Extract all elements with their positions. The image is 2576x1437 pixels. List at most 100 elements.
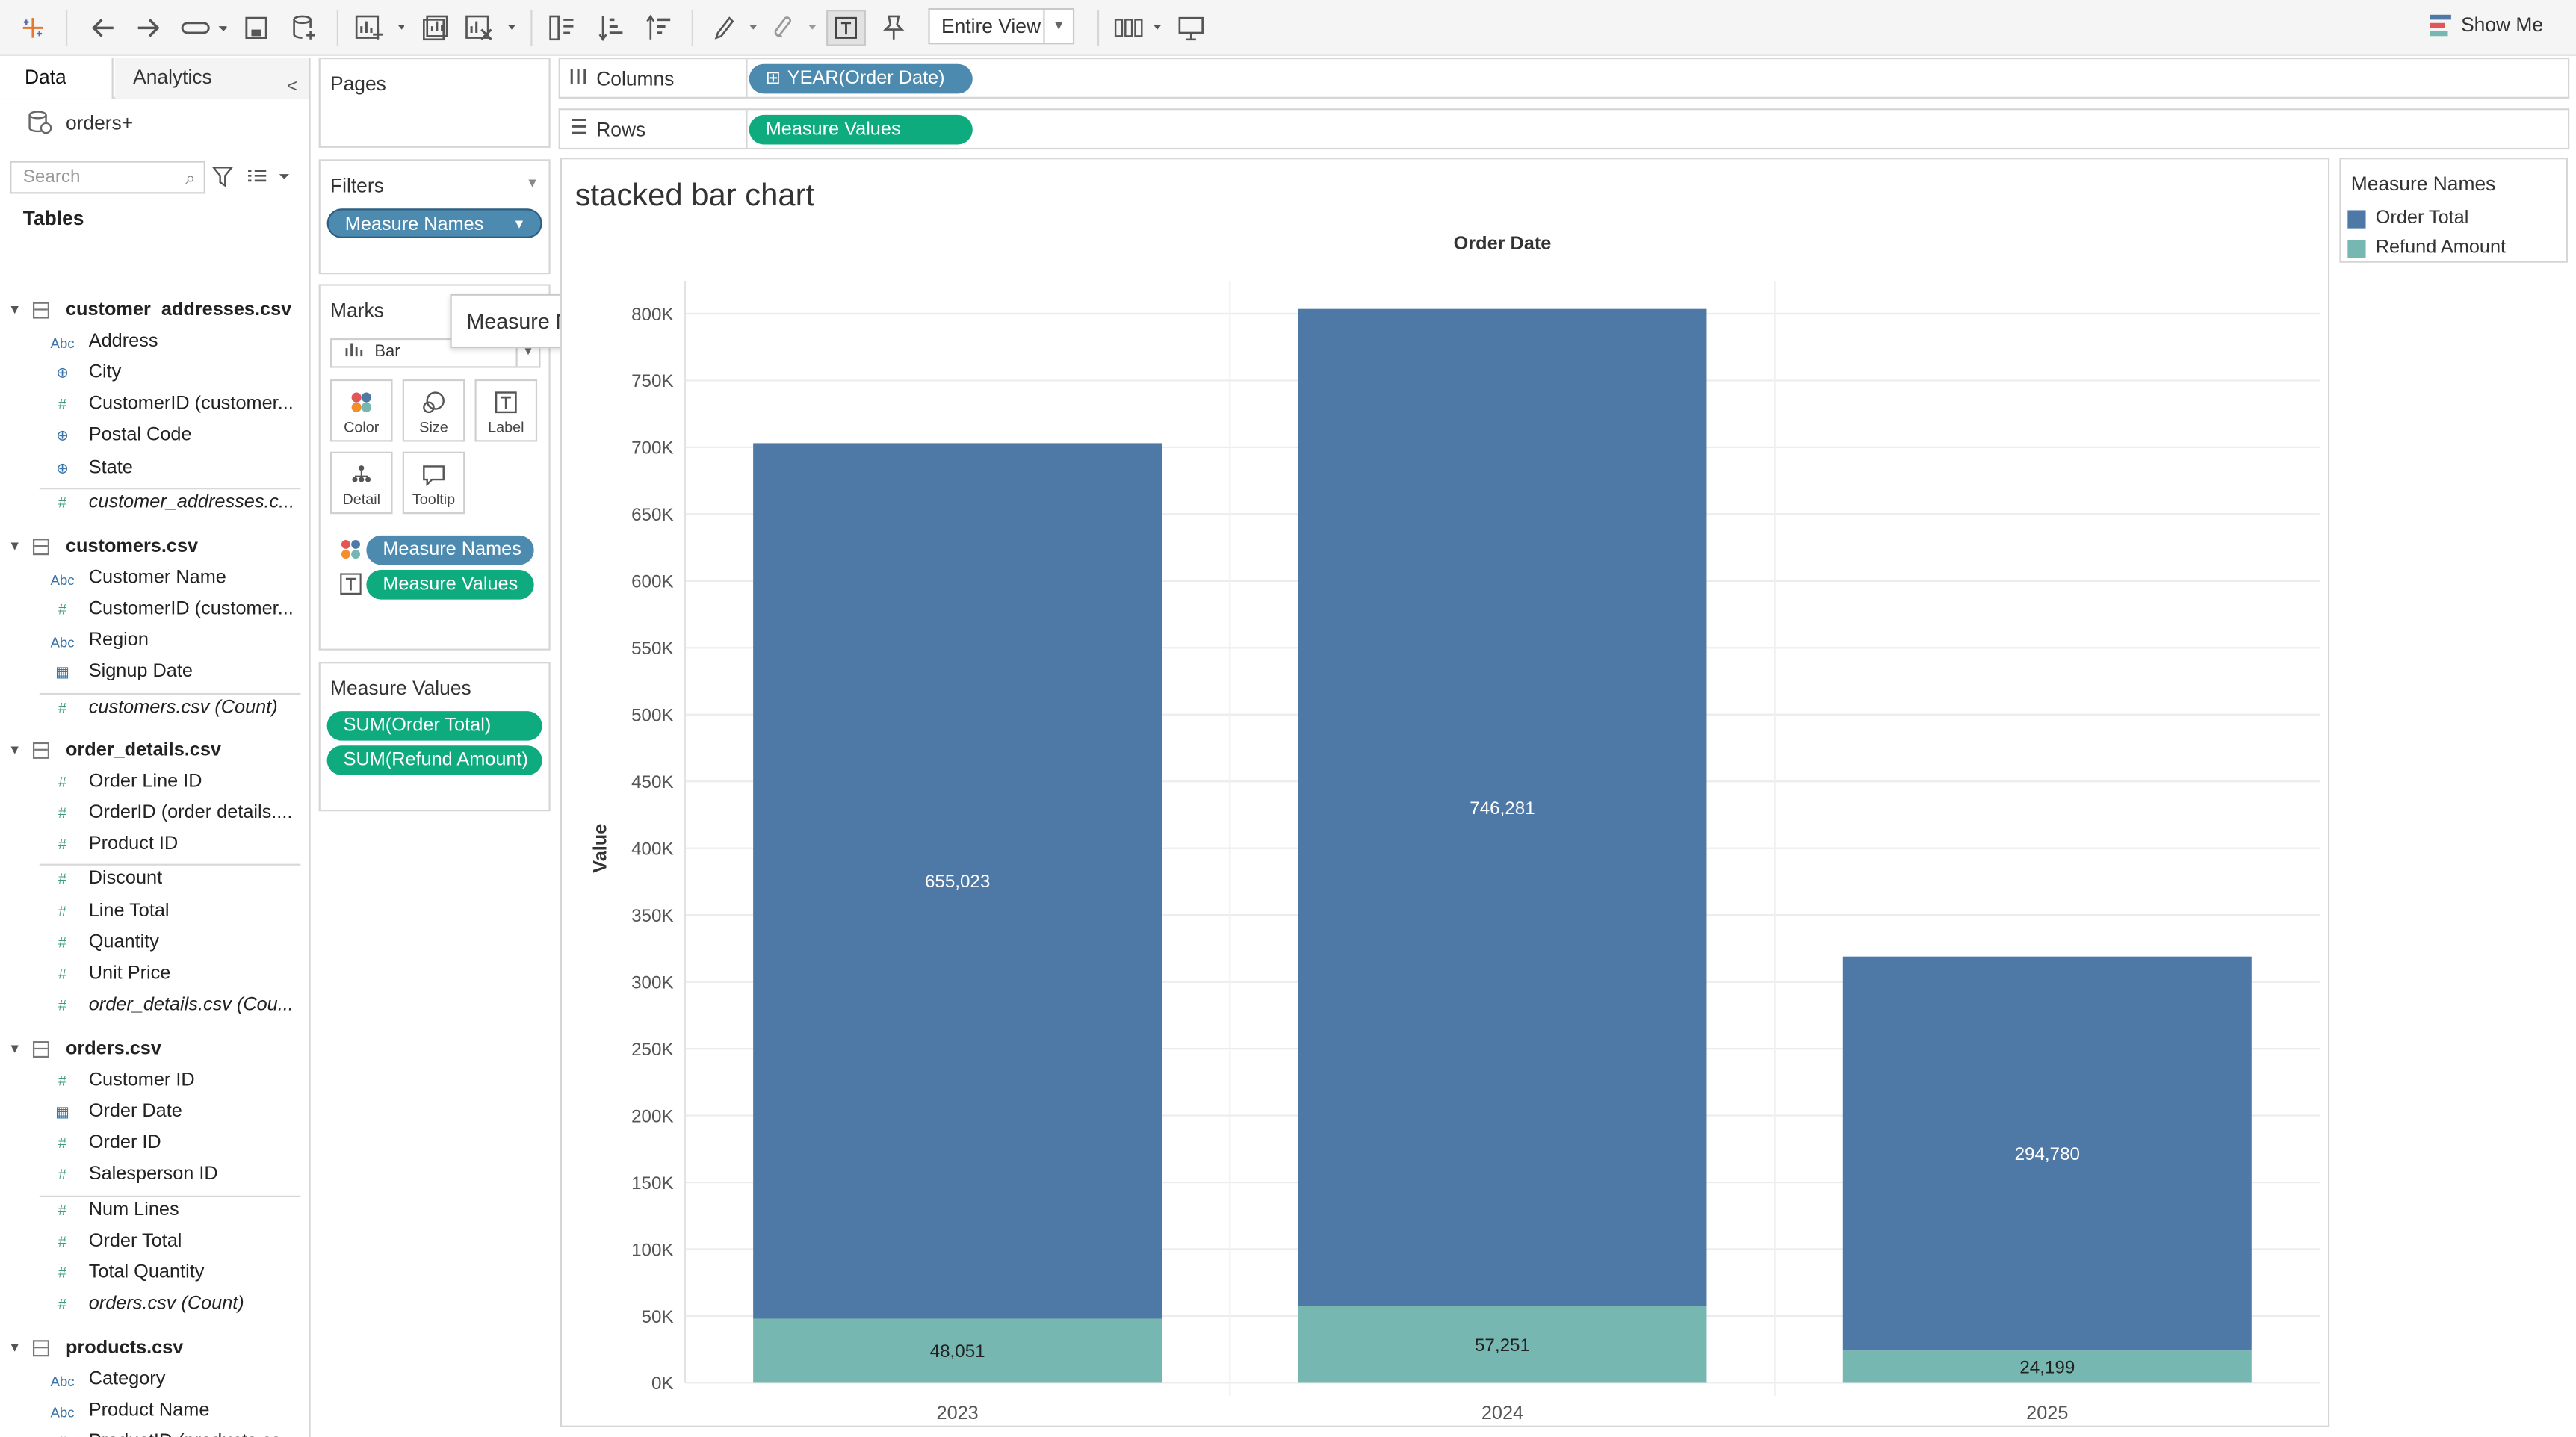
show-mark-labels-icon[interactable] — [826, 10, 866, 46]
mark-type-select[interactable]: Bar ▼ — [329, 338, 541, 368]
field-item[interactable]: Abc Address — [0, 329, 309, 360]
field-item[interactable]: # Customer ID — [0, 1067, 309, 1099]
field-item[interactable]: ⊕ State — [0, 454, 309, 485]
table-row[interactable]: ▼ products.csv — [0, 1335, 309, 1367]
marks-pill-measure-names[interactable]: Measure Names — [366, 535, 534, 565]
legend-item-refund-amount[interactable]: Refund Amount — [2347, 235, 2506, 261]
shelf-divider — [746, 110, 748, 148]
field-item[interactable]: # OrderID (order details.... — [0, 800, 309, 831]
save-icon[interactable] — [241, 10, 271, 46]
collapse-pane-icon[interactable]: < — [286, 77, 298, 97]
chevron-down-icon: ▼ — [7, 1340, 22, 1356]
legend-swatch — [2347, 209, 2366, 228]
field-item[interactable]: # Order Line ID — [0, 769, 309, 800]
show-cards-icon[interactable] — [1112, 10, 1165, 46]
table-name: order_details.csv — [65, 740, 222, 761]
undo-icon[interactable] — [84, 10, 120, 46]
field-item[interactable]: ▦ Signup Date — [0, 659, 309, 691]
field-item[interactable]: # customers.csv (Count) — [0, 694, 309, 725]
table-row[interactable]: ▼ orders.csv — [0, 1036, 309, 1067]
tab-analytics[interactable]: Analytics < — [114, 57, 309, 99]
table-name: products.csv — [65, 1338, 184, 1359]
field-name: Discount — [88, 869, 163, 890]
marks-label-button[interactable]: Label — [474, 379, 538, 442]
measure-pill-refund-amount[interactable]: SUM(Refund Amount) — [326, 745, 542, 775]
sort-descending-icon[interactable] — [643, 10, 675, 46]
data-source[interactable]: orders+ — [26, 110, 133, 134]
table-icon — [32, 1041, 49, 1058]
field-item[interactable]: Abc Region — [0, 628, 309, 659]
tooltip-icon — [404, 463, 463, 487]
field-item[interactable]: # Product ID — [0, 831, 309, 863]
field-item[interactable]: ⊕ City — [0, 360, 309, 391]
field-item[interactable]: # CustomerID (customer... — [0, 391, 309, 423]
field-item[interactable]: # Unit Price — [0, 960, 309, 992]
field-item[interactable]: # Total Quantity — [0, 1259, 309, 1291]
marks-pill-measure-values[interactable]: Measure Values — [366, 570, 534, 600]
sort-ascending-icon[interactable] — [595, 10, 628, 46]
columns-pill-year-order-date[interactable]: ⊞ YEAR(Order Date) — [749, 63, 973, 94]
field-item[interactable]: # CustomerID (customer... — [0, 597, 309, 628]
swap-rows-columns-icon[interactable] — [545, 10, 578, 46]
pin-axes-icon[interactable] — [877, 10, 910, 46]
view-options-icon[interactable] — [247, 166, 293, 192]
replay-animation-icon[interactable] — [177, 10, 229, 46]
filters-shelf[interactable]: Filters ▼ Measure Names ▼ — [318, 159, 551, 275]
search-input[interactable]: Search ⌕ — [10, 161, 205, 194]
tableau-logo-icon[interactable] — [16, 10, 49, 46]
rows-pill-measure-values[interactable]: Measure Values — [749, 114, 973, 145]
y-tick-label: 500K — [631, 706, 673, 726]
field-item[interactable]: # orders.csv (Count) — [0, 1291, 309, 1322]
filter-pill-measure-names[interactable]: Measure Names ▼ — [326, 208, 542, 238]
rows-shelf[interactable]: Rows Measure Values — [558, 108, 2570, 150]
field-item[interactable]: Abc Customer Name — [0, 565, 309, 597]
presentation-mode-icon[interactable] — [1174, 10, 1207, 46]
color-legend[interactable]: Measure Names Order Total Refund Amount — [2339, 158, 2569, 263]
legend-item-order-total[interactable]: Order Total — [2347, 205, 2468, 232]
table-row[interactable]: ▼ order_details.csv — [0, 737, 309, 769]
field-item[interactable]: # customer_addresses.c... — [0, 488, 309, 520]
field-item[interactable]: # Num Lines — [0, 1197, 309, 1228]
number-type-icon: # — [58, 996, 67, 1014]
field-item[interactable]: # Salesperson ID — [0, 1161, 309, 1193]
table-row[interactable]: ▼ customer_addresses.csv — [0, 297, 309, 329]
new-worksheet-icon[interactable] — [353, 10, 406, 46]
redo-icon[interactable] — [131, 10, 167, 46]
columns-shelf[interactable]: Columns ⊞ YEAR(Order Date) — [558, 57, 2570, 99]
show-me-button[interactable]: Show Me — [2430, 13, 2543, 37]
field-item[interactable]: # Order ID — [0, 1130, 309, 1161]
string-type-icon: Abc — [50, 571, 75, 589]
chart-view[interactable]: stacked bar chart Order Date 0K 50K 100K 15… — [560, 158, 2330, 1427]
marks-size-button[interactable]: Size — [402, 379, 465, 442]
chevron-down-icon[interactable]: ▼ — [525, 176, 539, 191]
field-item[interactable]: # Discount — [0, 866, 309, 898]
new-data-source-icon[interactable] — [289, 10, 319, 46]
field-item[interactable]: # order_details.csv (Cou... — [0, 992, 309, 1023]
table-name: customer_addresses.csv — [65, 300, 292, 320]
field-item[interactable]: Abc Category — [0, 1367, 309, 1398]
tab-data[interactable]: Data — [0, 57, 114, 99]
filter-fields-icon[interactable] — [211, 166, 234, 192]
pages-shelf[interactable]: Pages — [318, 57, 551, 148]
measure-pill-order-total[interactable]: SUM(Order Total) — [326, 711, 542, 741]
field-item[interactable]: Abc Product Name — [0, 1398, 309, 1430]
fit-view-select[interactable]: Entire View ▼ — [928, 7, 1075, 45]
field-item[interactable]: # Line Total — [0, 898, 309, 929]
group-members-icon[interactable] — [769, 10, 818, 46]
field-item[interactable]: ▦ Order Date — [0, 1099, 309, 1130]
field-name: Unit Price — [88, 963, 171, 984]
field-item[interactable]: # Order Total — [0, 1228, 309, 1259]
clear-sheet-icon[interactable] — [463, 10, 519, 46]
duplicate-sheet-icon[interactable] — [419, 10, 452, 46]
highlight-icon[interactable] — [710, 10, 759, 46]
y-tick-label: 150K — [631, 1173, 673, 1194]
table-row[interactable]: ▼ customers.csv — [0, 534, 309, 565]
marks-color-button[interactable]: Color — [329, 379, 393, 442]
field-item[interactable]: ⊕ Postal Code — [0, 423, 309, 454]
marks-tooltip-button[interactable]: Tooltip — [402, 451, 465, 515]
field-item[interactable]: # Quantity — [0, 929, 309, 960]
marks-detail-button[interactable]: Detail — [329, 451, 393, 515]
